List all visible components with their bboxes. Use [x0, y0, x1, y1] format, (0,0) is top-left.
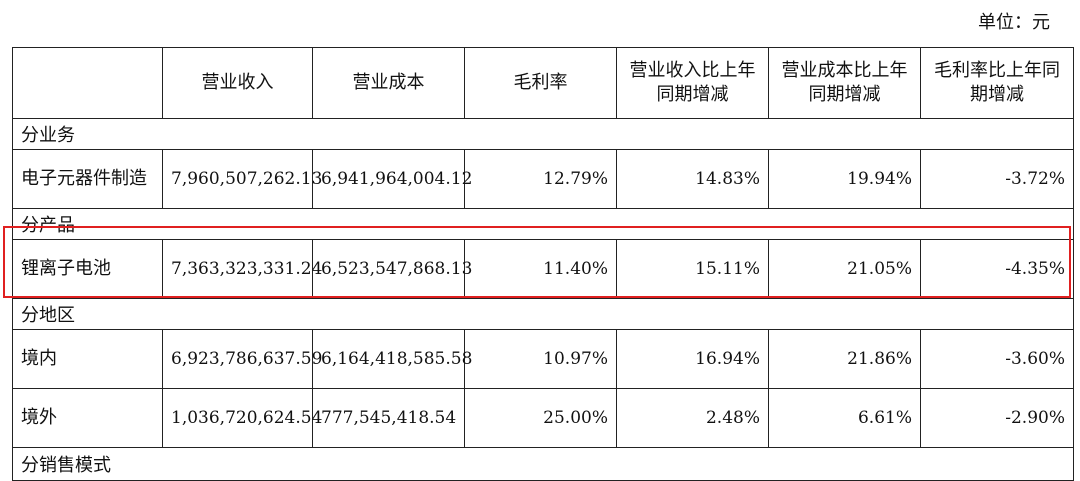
cost-yoy-cell: 6.61%: [768, 388, 921, 448]
section-row-region: 分地区: [12, 298, 1074, 330]
margin-cell: 11.40%: [464, 239, 617, 299]
margin-cell: 25.00%: [464, 388, 617, 448]
section-label: 分业务: [12, 118, 1074, 150]
rev-yoy-cell: 16.94%: [616, 329, 769, 389]
header-cost-yoy: 营业成本比上年同期增减: [768, 47, 921, 119]
margin-yoy-cell: -2.90%: [920, 388, 1074, 448]
row-name: 境内: [12, 329, 163, 389]
section-row-business: 分业务: [12, 118, 1074, 150]
cost-yoy-cell: 19.94%: [768, 149, 921, 209]
header-margin-yoy: 毛利率比上年同期增减: [920, 47, 1074, 119]
header-revenue: 营业收入: [162, 47, 313, 119]
table-header-row: 营业收入 营业成本 毛利率 营业收入比上年同期增减 营业成本比上年同期增减 毛利…: [12, 47, 1074, 119]
row-name: 电子元器件制造: [12, 149, 163, 209]
revenue-cell: 7,363,323,331.24: [162, 239, 322, 299]
header-cost: 营业成本: [312, 47, 465, 119]
section-row-sales-mode: 分销售模式: [12, 447, 1074, 481]
section-label: 分产品: [12, 208, 1074, 240]
rev-yoy-cell: 15.11%: [616, 239, 769, 299]
cost-cell: 6,523,547,868.13: [312, 239, 472, 299]
cost-cell: 777,545,418.54: [312, 388, 465, 448]
section-row-product: 分产品: [12, 208, 1074, 240]
financial-table: 营业收入 营业成本 毛利率 营业收入比上年同期增减 营业成本比上年同期增减 毛利…: [12, 47, 1074, 481]
cost-cell: 6,941,964,004.12: [312, 149, 472, 209]
revenue-cell: 1,036,720,624.54: [162, 388, 322, 448]
row-name: 锂离子电池: [12, 239, 163, 299]
section-label: 分地区: [12, 298, 1074, 330]
rev-yoy-cell: 14.83%: [616, 149, 769, 209]
margin-yoy-cell: -4.35%: [920, 239, 1074, 299]
cost-cell: 6,164,418,585.58: [312, 329, 472, 389]
margin-yoy-cell: -3.72%: [920, 149, 1074, 209]
revenue-cell: 6,923,786,637.59: [162, 329, 322, 389]
unit-label: 单位：元: [978, 12, 1050, 33]
header-cell-empty: [12, 47, 163, 119]
margin-cell: 10.97%: [464, 329, 617, 389]
revenue-cell: 7,960,507,262.13: [162, 149, 322, 209]
rev-yoy-cell: 2.48%: [616, 388, 769, 448]
margin-cell: 12.79%: [464, 149, 617, 209]
header-margin: 毛利率: [464, 47, 617, 119]
cost-yoy-cell: 21.05%: [768, 239, 921, 299]
table-row: 锂离子电池 7,363,323,331.24 6,523,547,868.13 …: [12, 239, 1074, 299]
table-row: 境外 1,036,720,624.54 777,545,418.54 25.00…: [12, 388, 1074, 448]
margin-yoy-cell: -3.60%: [920, 329, 1074, 389]
table-row: 电子元器件制造 7,960,507,262.13 6,941,964,004.1…: [12, 149, 1074, 209]
cost-yoy-cell: 21.86%: [768, 329, 921, 389]
section-label: 分销售模式: [12, 447, 1074, 481]
row-name: 境外: [12, 388, 163, 448]
header-rev-yoy: 营业收入比上年同期增减: [616, 47, 769, 119]
table-row: 境内 6,923,786,637.59 6,164,418,585.58 10.…: [12, 329, 1074, 389]
